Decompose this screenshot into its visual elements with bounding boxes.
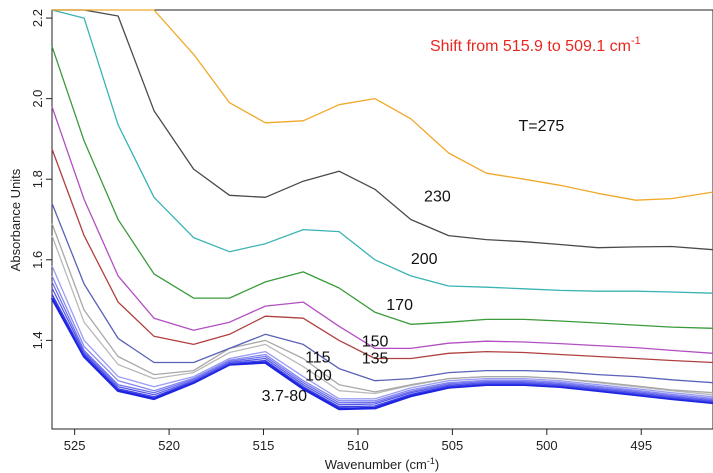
x-tick-label-520: 520 <box>158 438 180 453</box>
series-line-3 <box>51 287 713 406</box>
series-line-10 <box>51 148 713 364</box>
series-layer <box>50 9 713 411</box>
x-tick-label-515: 515 <box>253 438 275 453</box>
x-tick-label-505: 505 <box>442 438 464 453</box>
x-tick-label-525: 525 <box>64 438 86 453</box>
series-line-4 <box>51 281 713 404</box>
x-axis-title-superscript: -1 <box>427 456 435 466</box>
series-line-15 <box>52 9 713 201</box>
y-tick-label-1.8: 1.8 <box>30 170 45 188</box>
y-tick-label-2.2: 2.2 <box>30 9 45 27</box>
x-axis-title-end: ) <box>435 457 439 472</box>
x-tick-label-510: 510 <box>347 438 369 453</box>
x-tick-label-500: 500 <box>536 438 558 453</box>
series-line-11 <box>51 106 713 354</box>
series-line-2 <box>51 293 713 408</box>
series-label-170: 170 <box>386 297 413 314</box>
shift-annotation: Shift from 515.9 to 509.1 cm-1 <box>430 35 641 55</box>
series-label-135: 135 <box>362 351 389 368</box>
shift-annotation-superscript: -1 <box>631 35 641 47</box>
y-axis-title: Absorbance Units <box>8 168 23 271</box>
y-tick-label-1.4: 1.4 <box>30 331 45 349</box>
series-label-115: 115 <box>305 350 331 367</box>
series-line-9 <box>51 203 713 384</box>
y-tick-label-1.6: 1.6 <box>30 251 45 269</box>
plot-frame <box>51 9 713 430</box>
x-tick-label-495: 495 <box>630 438 652 453</box>
series-label-230: 230 <box>424 188 451 205</box>
shift-annotation-text: Shift from 515.9 to 509.1 cm <box>430 38 631 55</box>
series-line-13 <box>51 9 713 294</box>
x-axis: 525 520 515 510 505 500 495 <box>64 429 652 453</box>
series-line-8 <box>51 223 713 394</box>
series-label-T=275: T=275 <box>518 118 564 135</box>
series-line-12 <box>51 46 713 329</box>
x-axis-title: Wavenumber (cm-1) <box>325 456 439 472</box>
series-label-150: 150 <box>362 333 389 350</box>
series-line-1 <box>50 297 713 411</box>
series-label-3.7-80: 3.7-80 <box>262 388 307 405</box>
plot-area <box>51 9 713 430</box>
y-tick-label-2.0: 2.0 <box>30 90 45 108</box>
y-axis: 1.4 1.6 1.8 2.0 2.2 <box>30 9 52 349</box>
series-line-14 <box>52 9 713 251</box>
series-line-6 <box>51 265 713 400</box>
series-label-200: 200 <box>411 251 438 268</box>
series-label-100: 100 <box>305 368 332 385</box>
series-line-5 <box>51 275 713 402</box>
series-line-7 <box>51 235 713 396</box>
